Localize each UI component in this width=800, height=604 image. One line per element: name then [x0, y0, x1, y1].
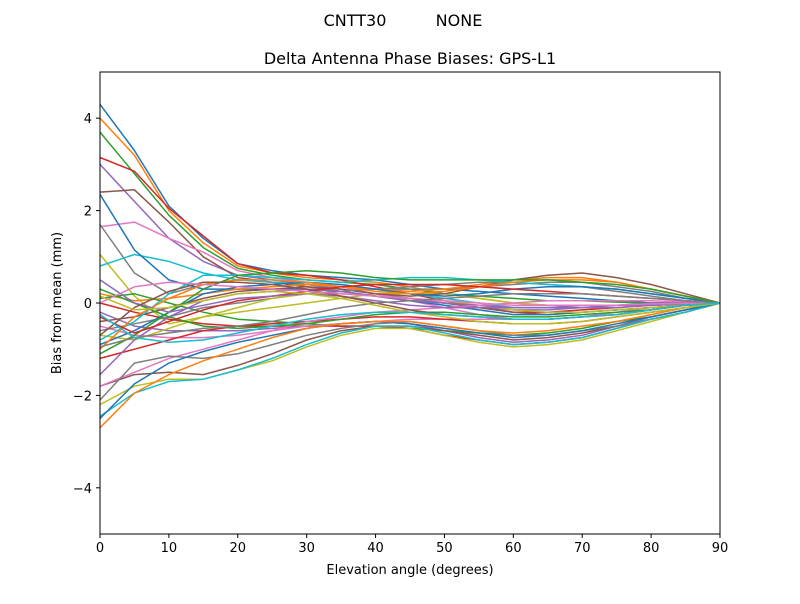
x-tick-label: 90 — [712, 541, 729, 556]
y-tick-label: 0 — [84, 297, 92, 312]
y-tick-label: −2 — [73, 389, 92, 404]
chart-title: Delta Antenna Phase Biases: GPS-L1 — [264, 49, 556, 68]
x-axis-label: Elevation angle (degrees) — [326, 563, 493, 578]
y-axis-label: Bias from mean (mm) — [50, 232, 65, 374]
series-line — [99, 281, 721, 332]
x-tick-label: 70 — [574, 541, 591, 556]
y-tick-label: 4 — [84, 112, 92, 127]
series-line — [99, 302, 721, 417]
series-line — [99, 302, 721, 344]
suptitle-left: CNTT30 — [324, 11, 387, 30]
series-line — [99, 293, 721, 348]
suptitle-right: NONE — [436, 11, 483, 30]
x-axis: 0 10 20 30 40 50 60 70 80 90 — [96, 534, 728, 556]
series-line — [99, 302, 721, 429]
x-tick-label: 0 — [96, 541, 104, 556]
y-tick-label: 2 — [84, 205, 92, 220]
x-tick-label: 80 — [643, 541, 660, 556]
x-tick-label: 20 — [230, 541, 247, 556]
x-tick-label: 30 — [298, 541, 315, 556]
y-tick-label: −4 — [73, 482, 92, 497]
x-tick-label: 40 — [367, 541, 384, 556]
series-line — [99, 302, 721, 420]
series-layer — [99, 103, 721, 429]
series-line — [99, 103, 720, 304]
y-axis: −4 −2 0 2 4 — [73, 112, 100, 497]
series-line — [99, 272, 721, 323]
x-tick-label: 60 — [505, 541, 522, 556]
x-tick-label: 10 — [161, 541, 178, 556]
series-line — [99, 269, 721, 355]
x-tick-label: 50 — [436, 541, 453, 556]
series-line — [99, 281, 721, 307]
